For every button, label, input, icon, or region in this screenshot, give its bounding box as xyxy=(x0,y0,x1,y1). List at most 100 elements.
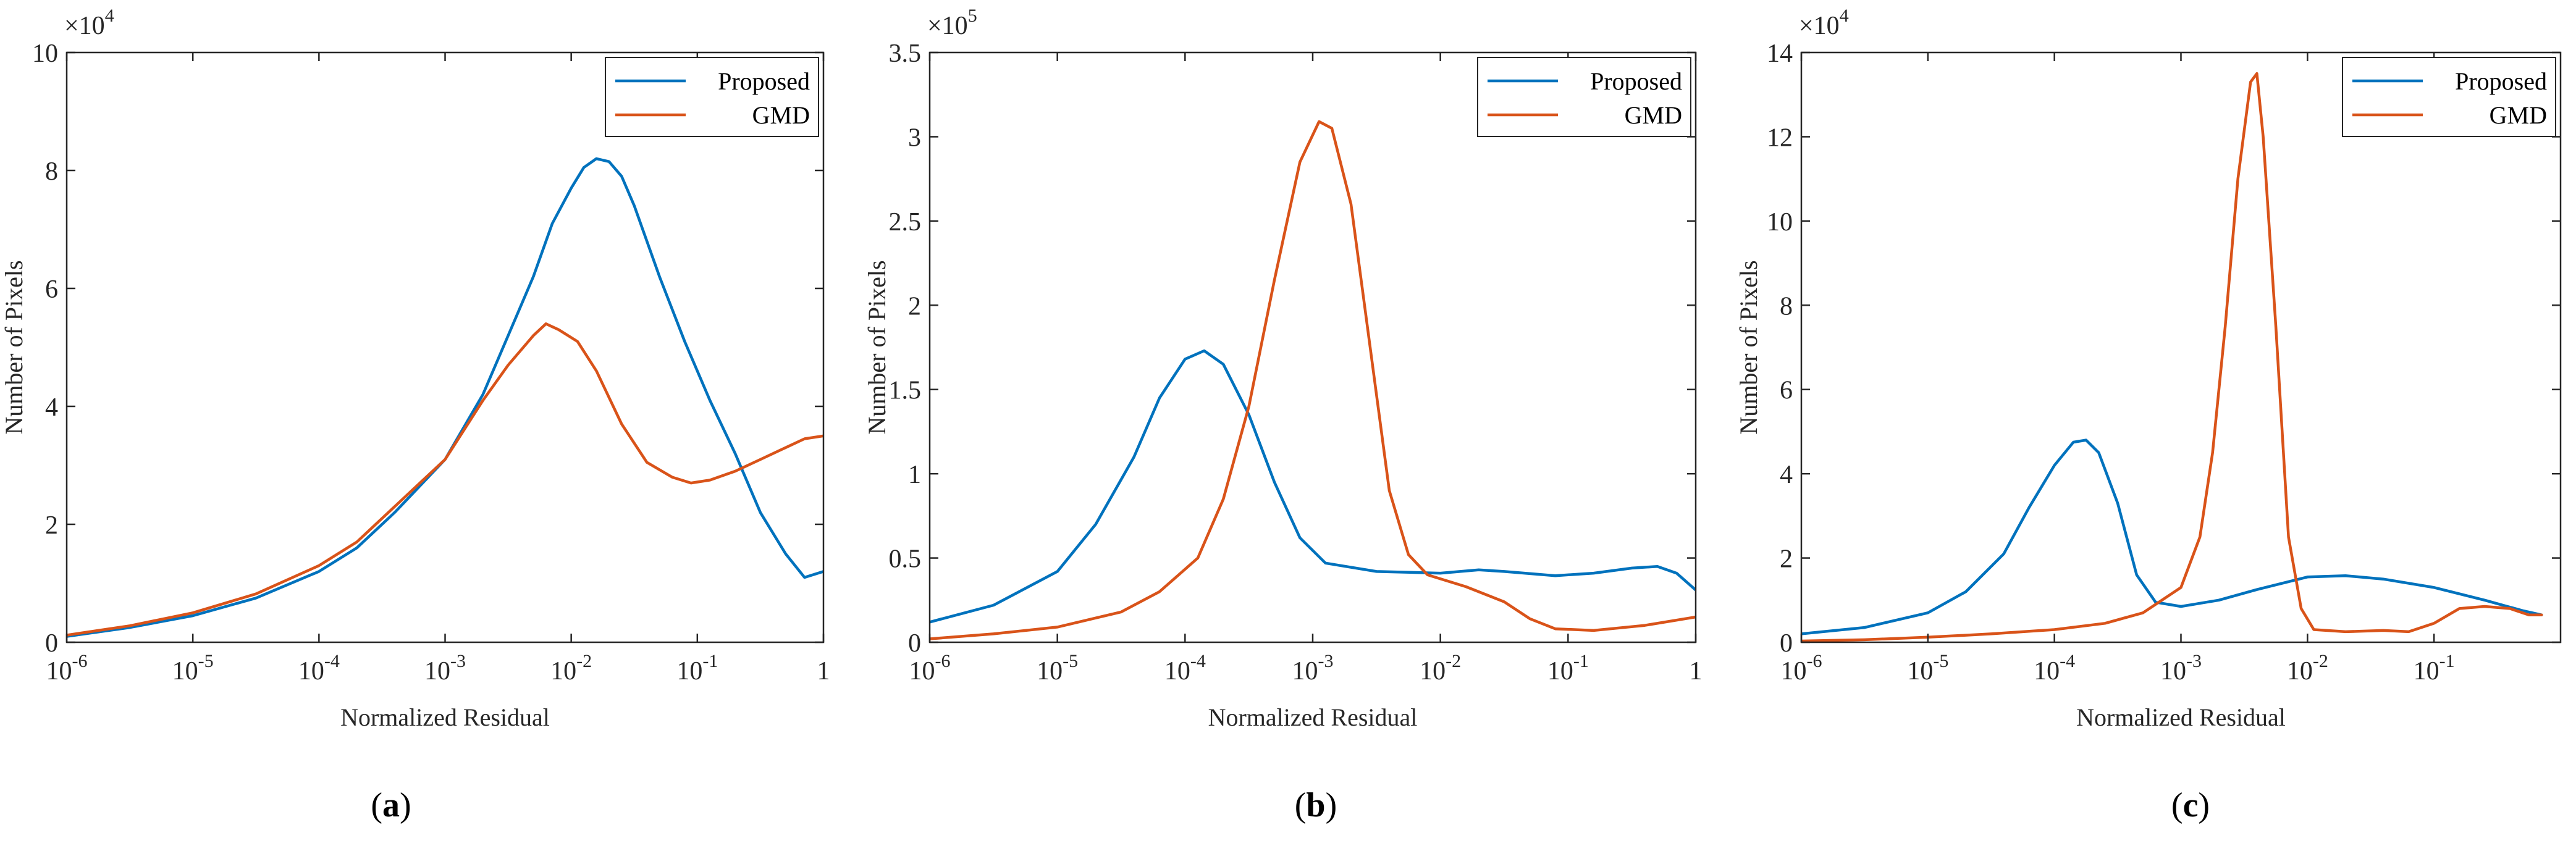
legend-entry-proposed: Proposed xyxy=(718,67,810,95)
caption-letter: b xyxy=(1306,786,1325,824)
x-tick-base: 10 xyxy=(1907,657,1933,685)
x-tick-base: 10 xyxy=(1164,657,1190,685)
x-tick-exponent: -6 xyxy=(72,651,88,671)
x-tick-exponent: -2 xyxy=(1446,651,1461,671)
legend: Proposed GMD xyxy=(2342,57,2556,137)
x-tick-base: 10 xyxy=(2160,657,2186,685)
x-tick-label: 10-6 xyxy=(1781,651,1822,685)
x-tick-label: 10-3 xyxy=(2160,651,2202,685)
y-tick-label: 2 xyxy=(1780,545,1793,574)
legend-entry-gmd: GMD xyxy=(2490,101,2547,129)
x-tick-exponent: -1 xyxy=(702,651,718,671)
x-tick-base: 10 xyxy=(2414,657,2439,685)
plot-area xyxy=(67,52,823,642)
y-tick-label: 6 xyxy=(1780,377,1793,405)
caption-open-paren: ( xyxy=(2171,786,2183,824)
y-multiplier: ×104 xyxy=(64,6,114,40)
y-tick-label: 2.5 xyxy=(889,208,922,237)
y-tick-label: 4 xyxy=(1780,461,1793,489)
x-tick-label: 10-4 xyxy=(298,651,340,685)
legend: Proposed GMD xyxy=(605,57,819,137)
y-axis-label: Number of Pixels xyxy=(0,260,28,434)
series-line-gmd xyxy=(1801,72,2543,642)
x-tick-base: 1 xyxy=(817,657,830,685)
x-tick-label: 10-1 xyxy=(2414,651,2455,685)
series-line-gmd xyxy=(67,322,823,637)
x-tick-base: 10 xyxy=(550,657,576,685)
y-axis-label: Number of Pixels xyxy=(1735,260,1762,434)
x-tick-base: 10 xyxy=(1420,657,1446,685)
x-tick-base: 10 xyxy=(46,657,72,685)
x-tick-base: 10 xyxy=(2287,657,2313,685)
caption-close-paren: ) xyxy=(1326,786,1337,824)
y-tick-label: 2 xyxy=(908,292,921,321)
x-tick-base: 1 xyxy=(1690,657,1703,685)
series-line-proposed xyxy=(1801,438,2543,635)
caption-close-paren: ) xyxy=(2198,786,2210,824)
y-tick-label: 4 xyxy=(45,393,58,422)
x-tick-exponent: -5 xyxy=(1063,651,1078,671)
y-tick-label: 8 xyxy=(1780,292,1793,321)
x-tick-base: 10 xyxy=(1037,657,1063,685)
y-tick-label: 1.5 xyxy=(889,377,922,405)
x-tick-label: 10-4 xyxy=(2034,651,2075,685)
y-tick-label: 1 xyxy=(908,461,921,489)
x-tick-label: 10-2 xyxy=(1420,651,1461,685)
y-multiplier-base: ×10 xyxy=(64,12,105,40)
x-tick-exponent: -1 xyxy=(1573,651,1589,671)
panel-caption: (b) xyxy=(1295,786,1337,824)
series-line-proposed xyxy=(67,157,823,638)
legend: Proposed GMD xyxy=(1477,57,1691,137)
x-tick-exponent: -1 xyxy=(2439,651,2455,671)
x-tick-label: 10-5 xyxy=(172,651,214,685)
x-tick-base: 10 xyxy=(1292,657,1318,685)
chart-panel-b: 00.511.522.533.510-6 10-5 10-4 10-3 10-2 10-1… xyxy=(863,6,1703,824)
y-tick-label: 12 xyxy=(1767,124,1793,152)
legend-entry-gmd: GMD xyxy=(1625,101,1682,129)
x-tick-exponent: -3 xyxy=(1318,651,1334,671)
series-line-gmd xyxy=(930,120,1696,640)
caption-open-paren: ( xyxy=(1295,786,1307,824)
x-tick-label: 10-3 xyxy=(1292,651,1334,685)
caption-letter: a xyxy=(382,786,400,824)
x-tick-exponent: -5 xyxy=(198,651,214,671)
x-axis-label: Normalized Residual xyxy=(340,703,550,731)
legend-entry-proposed: Proposed xyxy=(2455,67,2547,95)
x-tick-label: 10-1 xyxy=(1547,651,1589,685)
y-multiplier: ×104 xyxy=(1799,6,1849,40)
y-tick-label: 0.5 xyxy=(889,545,922,574)
y-tick-label: 2 xyxy=(45,511,58,540)
x-tick-exponent: -3 xyxy=(2186,651,2202,671)
x-tick-exponent: -3 xyxy=(450,651,466,671)
x-tick-base: 10 xyxy=(1781,657,1807,685)
x-tick-label: 1 xyxy=(817,657,830,685)
x-tick-exponent: -6 xyxy=(1807,651,1822,671)
plot-area xyxy=(1801,52,2561,642)
y-multiplier-exponent: 4 xyxy=(1840,6,1849,26)
x-tick-base: 10 xyxy=(1547,657,1573,685)
x-tick-exponent: -2 xyxy=(2313,651,2328,671)
y-tick-label: 10 xyxy=(32,40,58,68)
x-tick-base: 10 xyxy=(298,657,324,685)
y-multiplier-base: ×10 xyxy=(927,12,968,40)
caption-letter: c xyxy=(2183,786,2199,824)
y-tick-label: 8 xyxy=(45,157,58,186)
x-tick-label: 10-4 xyxy=(1164,651,1206,685)
y-multiplier-exponent: 4 xyxy=(105,6,114,26)
x-tick-exponent: -4 xyxy=(324,651,340,671)
x-tick-base: 10 xyxy=(424,657,450,685)
x-tick-exponent: -4 xyxy=(1190,651,1206,671)
x-tick-label: 10-1 xyxy=(676,651,718,685)
legend-entry-gmd: GMD xyxy=(752,101,810,129)
y-tick-label: 0 xyxy=(908,629,921,658)
x-tick-base: 10 xyxy=(909,657,935,685)
y-tick-label: 0 xyxy=(1780,629,1793,658)
x-tick-label: 1 xyxy=(1690,657,1703,685)
panel-caption: (a) xyxy=(371,786,411,824)
y-multiplier-exponent: 5 xyxy=(968,6,977,26)
x-tick-base: 10 xyxy=(676,657,702,685)
x-tick-label: 10-5 xyxy=(1037,651,1078,685)
